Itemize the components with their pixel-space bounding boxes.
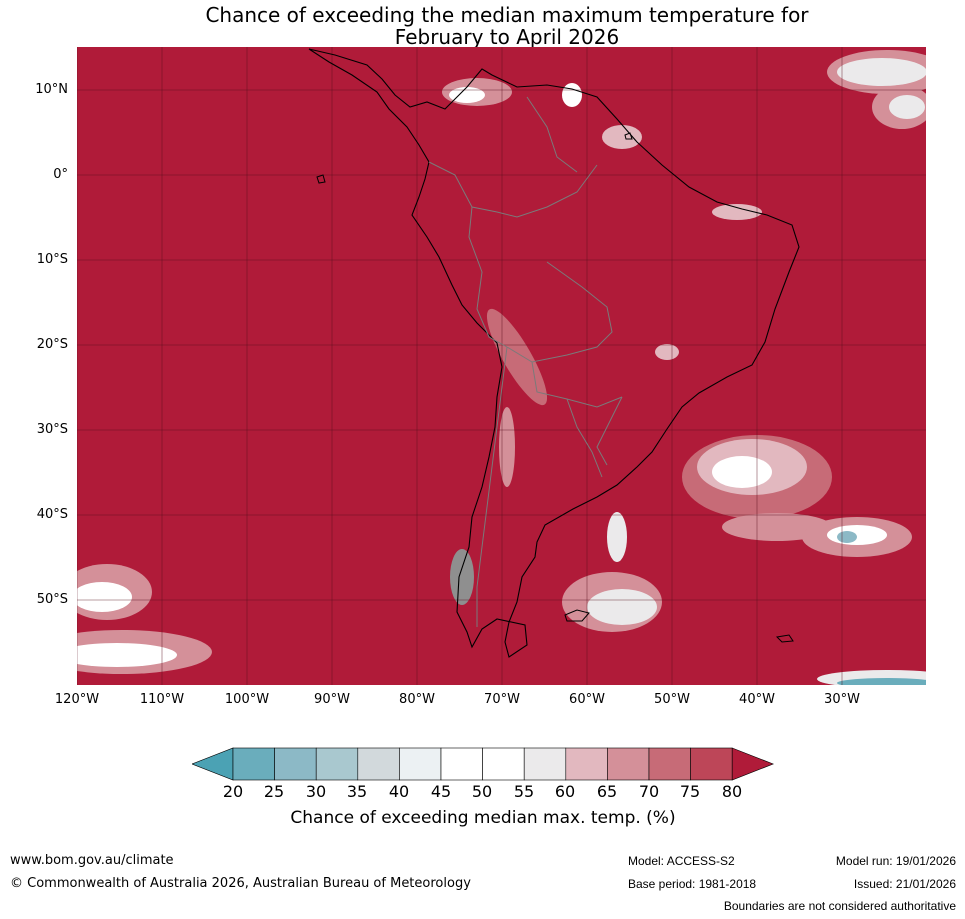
colorbar-tick-80: 80 — [721, 782, 743, 801]
colorbar-label: Chance of exceeding median max. temp. (%… — [290, 808, 676, 828]
lon-label-40w: 40°W — [739, 692, 775, 707]
colorbar-tick-20: 20 — [222, 782, 244, 801]
colorbar-tick-25: 25 — [263, 782, 285, 801]
colorbar-tick-30: 30 — [305, 782, 327, 801]
lat-label-0: 0° — [53, 167, 68, 182]
colorbar-tick-40: 40 — [388, 782, 410, 801]
lon-label-30w: 30°W — [824, 692, 860, 707]
colorbar-segment — [648, 747, 691, 781]
footer-issued: Issued: 21/01/2026 — [853, 877, 956, 891]
lat-label-50s: 50°S — [36, 592, 68, 607]
lat-label-40s: 40°S — [36, 507, 68, 522]
islands — [316, 132, 794, 643]
graticule — [77, 47, 926, 685]
colorbar-arrow-low — [192, 747, 234, 781]
map-canvas — [77, 47, 926, 685]
footer-base-period: Base period: 1981-2018 — [628, 877, 757, 891]
probability-map — [77, 47, 926, 685]
lat-label-30s: 30°S — [36, 422, 68, 437]
lat-label-10n: 10°N — [35, 82, 68, 97]
map-title-line-1: Chance of exceeding the median maximum t… — [205, 3, 809, 27]
colorbar-tick-60: 60 — [554, 782, 576, 801]
lat-label-10s: 10°S — [36, 252, 68, 267]
footer-model-run: Model run: 19/01/2026 — [835, 854, 956, 868]
footer-website: www.bom.gov.au/climate — [10, 853, 174, 868]
colorbar-segment — [607, 747, 650, 781]
colorbar-segment — [482, 747, 525, 781]
colorbar-segment — [357, 747, 400, 781]
lon-label-110w: 110°W — [139, 692, 185, 707]
lon-label-100w: 100°W — [224, 692, 270, 707]
colorbar-segment — [399, 747, 442, 781]
lon-label-80w: 80°W — [399, 692, 435, 707]
lon-label-50w: 50°W — [654, 692, 690, 707]
colorbar-tick-35: 35 — [346, 782, 368, 801]
colorbar-segment — [274, 747, 317, 781]
lon-label-70w: 70°W — [484, 692, 520, 707]
lon-label-60w: 60°W — [569, 692, 605, 707]
continent-outline — [308, 48, 800, 658]
colorbar-segment — [523, 747, 567, 781]
colorbar-tick-55: 55 — [513, 782, 535, 801]
lon-label-120w: 120°W — [54, 692, 100, 707]
colorbar-tick-50: 50 — [471, 782, 493, 801]
colorbar-tick-45: 45 — [430, 782, 452, 801]
lat-label-20s: 20°S — [36, 337, 68, 352]
colorbar-tick-70: 70 — [638, 782, 660, 801]
country-borders — [428, 96, 623, 627]
footer-disclaimer: Boundaries are not considered authoritat… — [723, 899, 956, 913]
colorbar-segment — [440, 747, 483, 781]
map-title-line-2: February to April 2026 — [394, 25, 620, 49]
colorbar-segment — [315, 747, 359, 781]
colorbar-segment — [232, 747, 275, 781]
colorbar-segment — [565, 747, 608, 781]
probability-patches — [77, 50, 926, 685]
footer-copyright: © Commonwealth of Australia 2026, Austra… — [10, 876, 471, 891]
colorbar-arrow-high — [731, 747, 774, 781]
colorbar-tick-75: 75 — [679, 782, 701, 801]
map-title: Chance of exceeding the median maximum t… — [77, 4, 937, 48]
footer-model: Model: ACCESS-S2 — [628, 854, 735, 868]
lon-label-90w: 90°W — [314, 692, 350, 707]
colorbar — [192, 747, 774, 781]
colorbar-segment — [690, 747, 733, 781]
colorbar-tick-65: 65 — [596, 782, 618, 801]
